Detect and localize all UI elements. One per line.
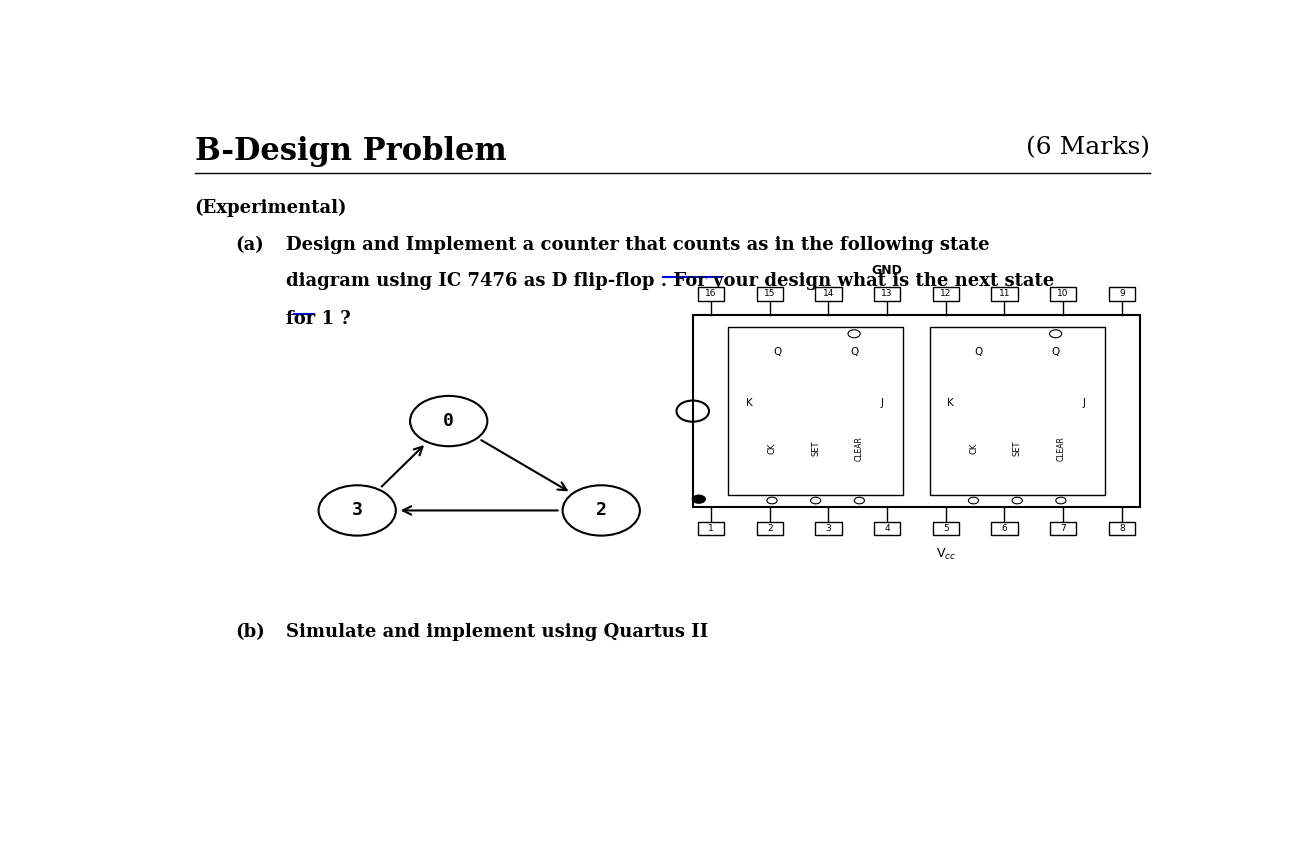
Text: 10: 10 [1057,290,1069,298]
Text: K: K [747,397,753,408]
Text: Q: Q [773,347,782,357]
FancyBboxPatch shape [874,522,900,535]
Text: 2: 2 [768,524,773,533]
Text: SET: SET [1013,440,1022,456]
Text: diagram using IC 7476 as D flip-flop . For your design what is the next state: diagram using IC 7476 as D flip-flop . F… [286,272,1055,290]
FancyBboxPatch shape [1050,522,1076,535]
Text: GND: GND [871,264,903,277]
FancyBboxPatch shape [1109,287,1135,300]
Text: CK: CK [970,442,977,454]
FancyBboxPatch shape [757,522,783,535]
Text: B-Design Problem: B-Design Problem [194,137,506,168]
Text: K: K [947,397,954,408]
Text: Q: Q [975,347,983,357]
Text: 13: 13 [882,290,893,298]
Text: SET: SET [811,440,820,456]
Text: 2: 2 [596,501,606,519]
Text: Design and Implement a counter that counts as in the following state: Design and Implement a counter that coun… [286,236,989,254]
FancyBboxPatch shape [992,522,1018,535]
Text: Q: Q [1051,347,1060,357]
FancyBboxPatch shape [933,522,959,535]
Text: 6: 6 [1001,524,1008,533]
Text: 16: 16 [706,290,716,298]
Text: CLEAR: CLEAR [1056,436,1065,461]
Text: 3: 3 [352,501,362,519]
Text: 15: 15 [764,290,775,298]
Text: J: J [880,397,883,408]
FancyBboxPatch shape [757,287,783,300]
Text: 1: 1 [708,524,714,533]
FancyBboxPatch shape [992,287,1018,300]
Text: (b): (b) [235,623,265,641]
FancyBboxPatch shape [728,327,903,495]
FancyBboxPatch shape [874,287,900,300]
Text: 14: 14 [823,290,834,298]
Text: Simulate and implement using Quartus II: Simulate and implement using Quartus II [286,623,708,641]
Text: for 1 ?: for 1 ? [286,310,350,328]
FancyBboxPatch shape [1109,522,1135,535]
FancyBboxPatch shape [698,522,724,535]
Text: CLEAR: CLEAR [855,436,863,461]
Text: (a): (a) [235,236,264,254]
Text: 4: 4 [884,524,890,533]
Text: V$_{cc}$: V$_{cc}$ [935,547,956,562]
FancyBboxPatch shape [930,327,1105,495]
Text: CK: CK [768,442,777,454]
Text: 11: 11 [998,290,1010,298]
Circle shape [691,494,706,504]
Text: 0: 0 [443,412,454,430]
Text: 7: 7 [1060,524,1067,533]
Text: J: J [1082,397,1085,408]
FancyBboxPatch shape [1050,287,1076,300]
FancyBboxPatch shape [815,287,841,300]
Text: 12: 12 [941,290,951,298]
FancyBboxPatch shape [693,315,1140,507]
Text: 3: 3 [825,524,832,533]
Text: 9: 9 [1119,290,1124,298]
Text: 5: 5 [943,524,949,533]
FancyBboxPatch shape [933,287,959,300]
Text: Q: Q [850,347,858,357]
FancyBboxPatch shape [815,522,841,535]
Text: (Experimental): (Experimental) [194,200,346,218]
Text: 8: 8 [1119,524,1124,533]
FancyBboxPatch shape [698,287,724,300]
Text: (6 Marks): (6 Marks) [1026,137,1151,159]
